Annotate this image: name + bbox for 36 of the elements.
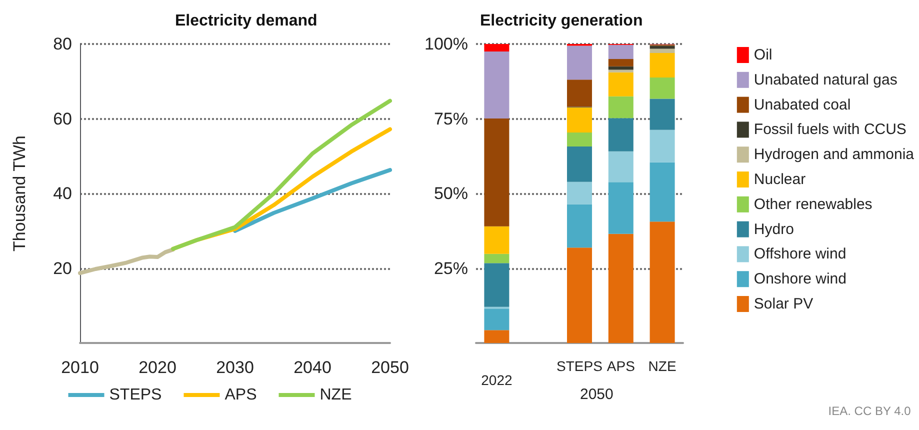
x-tick-label: STEPS (556, 358, 602, 374)
x-tick-label: NZE (648, 358, 676, 374)
legend-label: Hydrogen and ammonia (754, 146, 915, 164)
y-tick-label: 50% (434, 184, 468, 203)
x-tick-label: 2040 (294, 358, 332, 377)
text: IEA. CC BY 4.0 (828, 404, 912, 418)
chart-title: Electricity generation (480, 12, 643, 30)
text: 2050 (580, 386, 614, 403)
y-axis-title: Thousand TWh (10, 136, 29, 252)
legend-label: Solar PV (754, 296, 814, 312)
y-tick-label: 25% (434, 258, 468, 278)
y-tick-label: 40 (53, 184, 72, 203)
x-tick-label: APS (606, 358, 635, 374)
y-tick-label: 80 (53, 34, 72, 54)
legend-label: Onshore wind (754, 270, 846, 288)
y-tick-label: 100% (424, 34, 468, 54)
y-tick-label: 75% (434, 109, 468, 128)
legend-label: Unabated natural gas (754, 71, 898, 88)
legend-label: Oil (754, 46, 772, 64)
x-tick-label: 2020 (138, 358, 176, 377)
legend-label: NZE (320, 386, 352, 404)
legend-label: Unabated coal (754, 96, 851, 114)
legend-label: Offshore wind (754, 246, 846, 263)
legend-label: STEPS (109, 386, 162, 404)
y-tick-label: 20 (53, 258, 72, 278)
chart-title: Electricity demand (175, 12, 318, 30)
legend-label: Fossil fuels with CCUS (754, 121, 906, 138)
legend-label: APS (224, 386, 257, 404)
x-tick-label: 2022 (481, 372, 512, 388)
legend-label: Hydro (754, 220, 794, 238)
x-tick-label: 2030 (216, 358, 254, 377)
x-tick-label: 2010 (61, 358, 99, 377)
y-tick-label: 60 (53, 109, 72, 128)
legend-label: Nuclear (754, 171, 806, 188)
legend-label: Other renewables (754, 196, 872, 213)
x-tick-label: 2050 (371, 358, 409, 377)
